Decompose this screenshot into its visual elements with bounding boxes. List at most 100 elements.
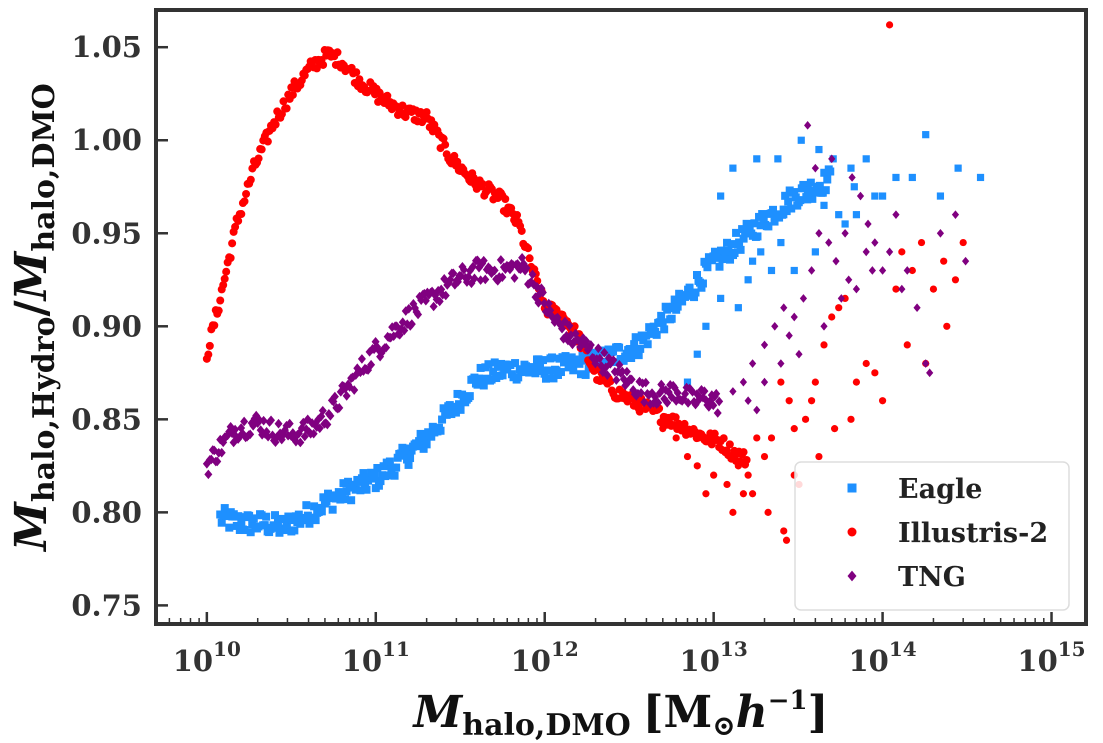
data-point [795,349,803,359]
data-point [352,68,361,77]
data-point [235,431,244,442]
legend-marker [847,570,857,582]
data-point [936,192,945,200]
data-point [246,528,255,537]
data-point [453,389,462,398]
x-axis-label: Mhalo,DMO [M⊙h−1] [412,686,829,743]
data-point [760,452,769,461]
data-point [799,294,808,303]
data-point [782,536,791,544]
data-point [564,363,573,372]
x-tick-label: 1013 [680,637,748,678]
data-point [815,452,823,461]
data-point [602,357,611,366]
data-point [774,155,782,163]
data-point [400,325,409,336]
x-tick-label: 1010 [173,637,241,678]
x-tick-label: 1015 [1017,637,1085,678]
data-point [600,347,609,358]
data-point [678,297,687,306]
data-point [234,512,243,521]
data-point [240,526,249,535]
data-point [373,464,382,473]
data-point [790,188,799,197]
data-point [254,154,263,163]
data-point [756,221,765,230]
data-point [544,298,553,309]
data-point [847,164,855,172]
data-point [453,277,462,287]
data-point [592,349,601,358]
data-point [436,426,445,435]
data-point [640,397,649,407]
data-point [658,318,667,327]
data-point [356,367,365,378]
data-point [514,373,523,382]
data-point [341,383,350,394]
data-point [237,517,246,526]
data-point [898,248,906,256]
data-point [359,469,368,478]
data-point [760,377,769,387]
data-point [684,398,693,408]
data-point [271,511,280,520]
data-point [821,186,830,195]
data-point [356,486,365,495]
data-point [340,495,349,504]
data-point [826,167,835,176]
data-point [667,314,676,323]
data-point [294,510,303,519]
data-point [780,303,788,313]
data-point [908,266,916,275]
data-point [702,490,710,498]
data-point [730,248,739,257]
y-tick-label: 0.90 [71,309,142,343]
data-point [274,418,283,429]
data-point [444,277,453,288]
data-point [723,480,731,489]
data-point [898,284,906,294]
data-point [290,526,299,535]
data-point [336,387,345,397]
data-point [357,474,366,483]
data-point [767,266,776,275]
data-point [760,340,769,350]
data-point [652,330,661,339]
data-point [262,512,271,521]
data-point [691,288,700,297]
y-tick-label: 0.85 [71,402,142,436]
data-point [479,381,488,390]
data-point [630,340,639,349]
data-point [781,191,790,200]
data-point [552,366,561,375]
data-point [871,192,879,200]
ticks-layer: 1010 1011 1012 1013 1014 1015 0.75 0.80 0.85 0.90… [71,30,1085,678]
data-point [561,352,570,361]
data-point [719,434,728,443]
data-point [569,366,578,375]
data-point [606,377,615,386]
data-point [922,131,930,139]
data-point [246,429,255,440]
data-point [808,194,817,203]
data-point [342,391,351,401]
data-point [820,168,829,177]
data-point [637,388,646,398]
data-point [245,511,254,520]
data-point [439,404,448,413]
data-point [951,210,960,219]
data-point [223,430,232,441]
data-point [422,108,431,117]
data-point [531,369,540,378]
data-point [271,120,280,129]
data-point [748,490,757,498]
data-point [959,238,967,247]
plot-frame [154,8,1088,626]
data-point [659,425,667,433]
data-point [257,511,266,520]
data-point [376,477,385,486]
data-point [702,322,710,330]
data-point [735,238,744,247]
data-point [315,423,324,434]
data-point [456,405,465,414]
